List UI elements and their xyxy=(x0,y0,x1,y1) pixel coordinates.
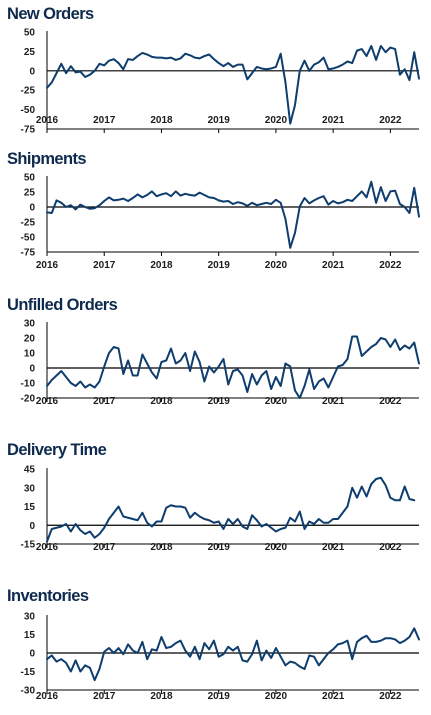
y-tick-label: 50 xyxy=(24,28,36,39)
y-tick-label: -25 xyxy=(21,218,36,229)
x-tick-label: 2019 xyxy=(208,396,231,407)
x-tick-label: 2020 xyxy=(265,396,288,407)
y-tick-label: -15 xyxy=(21,667,36,678)
y-tick-label: 30 xyxy=(24,319,36,330)
y-tick-label: -50 xyxy=(21,233,36,244)
y-tick-label: 0 xyxy=(29,66,35,77)
x-tick-label: 2017 xyxy=(93,260,116,271)
y-tick-label: 10 xyxy=(24,349,36,360)
y-tick-label: 50 xyxy=(24,173,36,184)
x-tick-label: 2021 xyxy=(322,396,345,407)
data-series-line xyxy=(46,476,416,543)
x-tick-label: 2020 xyxy=(265,542,288,553)
delivery-time-chart: 45 30 15 0 -15 2016 2017 2018 2019 2020 2021 2022 xyxy=(21,465,419,553)
x-tick-label: 2016 xyxy=(36,396,59,407)
y-tick-label: -25 xyxy=(21,86,36,97)
y-tick-label: 15 xyxy=(24,502,36,513)
x-tick-label: 2018 xyxy=(150,691,173,702)
inventories-chart: 30 15 0 -15 -30 2016 2017 2018 2019 2020 2021 2022 xyxy=(21,612,420,702)
y-tick-label: 20 xyxy=(24,334,36,345)
data-series-line xyxy=(46,627,420,682)
y-tick-label: -10 xyxy=(21,379,36,390)
x-tick-label: 2022 xyxy=(379,260,402,271)
x-tick-label: 2022 xyxy=(379,542,402,553)
unfilled-orders-chart: 30 20 10 0 -10 -20 2016 2017 2018 2019 2020 2021 202… xyxy=(21,319,420,407)
x-tick-label: 2018 xyxy=(150,115,173,126)
x-tick-label: 2021 xyxy=(322,691,345,702)
data-series-line xyxy=(46,335,420,399)
x-tick-label: 2021 xyxy=(322,115,345,126)
chart-title: Delivery Time xyxy=(7,441,107,459)
x-tick-label: 2021 xyxy=(322,542,345,553)
y-tick-label: -20 xyxy=(21,394,36,405)
y-tick-label: -15 xyxy=(21,540,36,551)
x-tick-label: 2022 xyxy=(379,115,402,126)
chart-panel-new-orders: New Orders 50 25 0 -25 -50 -75 2016 2017 2018 201… xyxy=(0,5,431,148)
y-tick-label: -50 xyxy=(21,105,36,116)
y-tick-label: 0 xyxy=(29,521,35,532)
x-tick-label: 2016 xyxy=(36,542,59,553)
x-tick-label: 2018 xyxy=(150,396,173,407)
chart-panel-inventories: Inventories 30 15 0 -15 -30 2016 2017 2018 2019 2… xyxy=(0,587,431,715)
chart-panel-unfilled-orders: Unfilled Orders 30 20 10 0 -10 -20 2016 2017 201… xyxy=(0,296,431,408)
chart-title: Shipments xyxy=(7,150,87,168)
y-tick-label: 0 xyxy=(29,364,35,375)
chart-title: Unfilled Orders xyxy=(7,296,118,314)
y-tick-label: 25 xyxy=(24,188,36,199)
y-tick-label: -75 xyxy=(21,125,36,136)
x-tick-label: 2022 xyxy=(379,691,402,702)
x-tick-label: 2019 xyxy=(208,115,231,126)
data-series-line xyxy=(46,44,420,125)
x-tick-label: 2017 xyxy=(93,542,116,553)
y-tick-label: 45 xyxy=(24,465,36,476)
x-tick-label: 2017 xyxy=(93,691,116,702)
x-tick-label: 2021 xyxy=(322,260,345,271)
y-tick-label: 30 xyxy=(24,612,36,623)
chart-title: New Orders xyxy=(7,5,94,23)
y-tick-label: 15 xyxy=(24,630,36,641)
x-tick-label: 2022 xyxy=(379,396,402,407)
y-tick-label: -75 xyxy=(21,248,36,259)
x-tick-label: 2018 xyxy=(150,542,173,553)
x-tick-label: 2017 xyxy=(93,396,116,407)
y-tick-label: -30 xyxy=(21,686,36,697)
y-tick-label: 0 xyxy=(29,203,35,214)
x-tick-label: 2016 xyxy=(36,260,59,271)
x-tick-label: 2018 xyxy=(150,260,173,271)
x-tick-label: 2019 xyxy=(208,542,231,553)
x-tick-label: 2020 xyxy=(265,115,288,126)
chart-panel-delivery-time: Delivery Time 45 30 15 0 -15 2016 2017 2018 2019… xyxy=(0,441,431,553)
chart-panel-shipments: Shipments 50 25 0 -25 -50 -75 2016 2017 2018 2019… xyxy=(0,150,431,271)
x-tick-label: 2019 xyxy=(208,260,231,271)
x-tick-label: 2020 xyxy=(265,691,288,702)
y-tick-label: 0 xyxy=(29,649,35,660)
x-tick-label: 2016 xyxy=(36,691,59,702)
x-tick-label: 2017 xyxy=(93,115,116,126)
y-tick-label: 25 xyxy=(24,47,36,58)
x-tick-label: 2019 xyxy=(208,691,231,702)
data-series-line xyxy=(46,180,420,249)
y-tick-label: 30 xyxy=(24,483,36,494)
chart-title: Inventories xyxy=(7,587,89,605)
x-tick-label: 2016 xyxy=(36,115,59,126)
x-tick-label: 2020 xyxy=(265,260,288,271)
